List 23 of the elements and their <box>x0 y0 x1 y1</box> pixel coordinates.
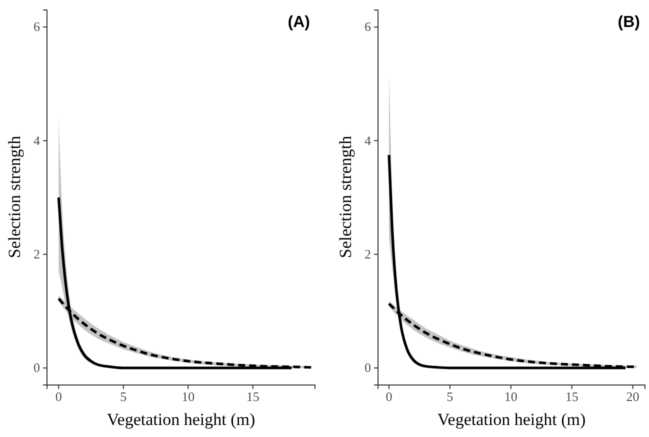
y-tick-label: 0 <box>34 360 40 376</box>
x-tick-label: 5 <box>446 389 454 404</box>
x-tick-label: 0 <box>386 389 392 404</box>
x-tick-label: 15 <box>246 389 260 404</box>
y-tick-label: 2 <box>34 246 40 262</box>
y-tick-label: 2 <box>364 246 371 262</box>
y-tick-label: 0 <box>364 360 371 376</box>
y-tick-label: 6 <box>34 19 40 34</box>
y-tick-label: 4 <box>364 132 372 148</box>
x-tick-label: 15 <box>565 389 578 404</box>
x-tick-label: 0 <box>55 389 62 404</box>
annotation: (A) <box>288 14 310 31</box>
x-tick-label: 10 <box>182 389 195 404</box>
x-axis-title: Vegetation height (m) <box>106 410 256 429</box>
x-tick-label: 20 <box>626 389 640 404</box>
y-axis-title: Selection strength <box>336 135 355 258</box>
x-axis-title: Vegetation height (m) <box>437 410 586 429</box>
x-tick-label: 5 <box>120 389 127 404</box>
annotation: (B) <box>618 14 640 31</box>
y-axis-title: Selection strength <box>5 135 24 258</box>
x-tick-label: 10 <box>504 389 518 404</box>
y-tick-label: 4 <box>34 132 40 148</box>
y-tick-label: 6 <box>364 19 372 34</box>
